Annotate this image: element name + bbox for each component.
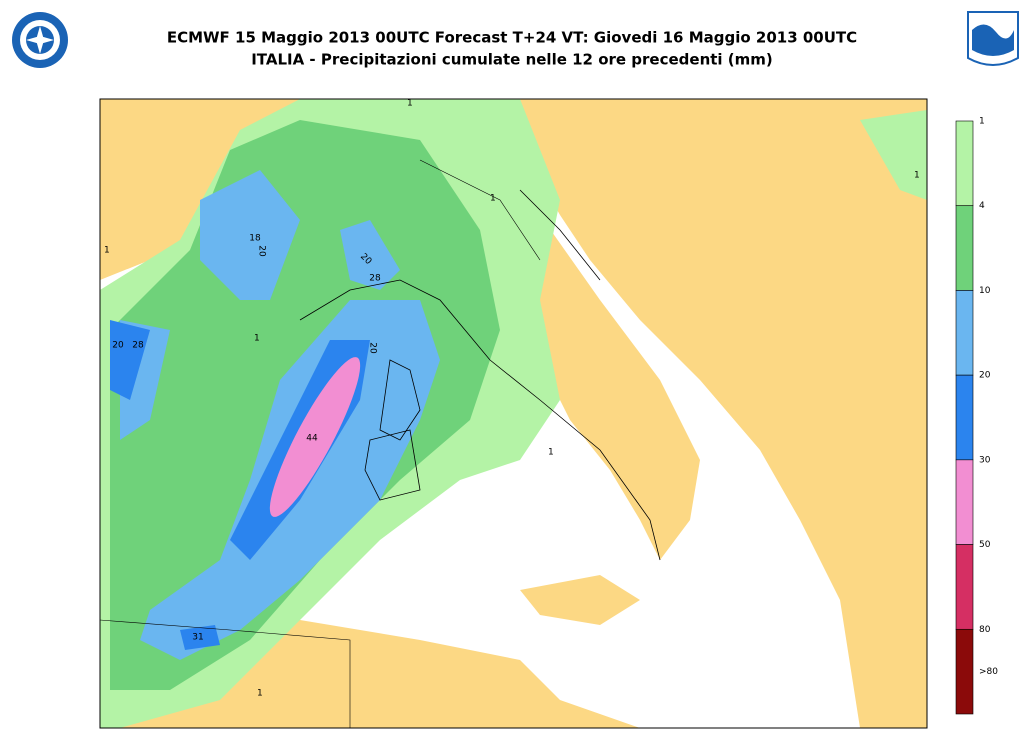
- legend-label: 30: [979, 455, 991, 465]
- legend-label: 50: [979, 540, 991, 550]
- contour-label: 1: [407, 99, 413, 109]
- contour-label: 1: [914, 171, 920, 181]
- legend-label: 10: [979, 286, 991, 296]
- logo-right: [967, 11, 1019, 66]
- legend-label: 80: [979, 625, 991, 635]
- contour-label: 18: [249, 234, 261, 244]
- logo-left: [12, 12, 68, 68]
- contour-label: 1: [490, 194, 496, 204]
- contour-label: 20: [112, 341, 124, 351]
- contour-label: 1: [548, 448, 554, 458]
- contour-label: 44: [306, 434, 318, 444]
- legend-swatch: [955, 120, 974, 207]
- legend-label: 20: [979, 371, 991, 381]
- color-legend: 1 4 10 20 30 50 80 >80: [955, 117, 998, 715]
- contour-label: 1: [104, 246, 110, 256]
- legend-swatch: [955, 205, 974, 291]
- legend-label: 4: [979, 201, 985, 211]
- title-line: ITALIA - Precipitazioni cumulate nelle 1…: [251, 51, 773, 69]
- contour-label: 1: [257, 689, 263, 699]
- contour-label: 28: [132, 341, 144, 351]
- legend-label: 1: [979, 117, 985, 127]
- legend-swatch: [955, 459, 974, 545]
- legend-swatch: [955, 544, 974, 630]
- contour-label: 20: [368, 342, 378, 354]
- contour-labels: 18 20 20 28 20 28 20 44 31 1 1 1 1 1 1 1: [104, 99, 920, 699]
- contour-label: 31: [192, 633, 203, 643]
- legend-swatch: [955, 628, 974, 715]
- contour-label: 20: [257, 245, 267, 257]
- contour-label: 1: [254, 334, 260, 344]
- map: 18 20 20 28 20 28 20 44 31 1 1 1 1 1 1 1: [99, 98, 928, 729]
- title-line: ECMWF 15 Maggio 2013 00UTC Forecast T+24…: [167, 29, 857, 47]
- contour-label: 28: [369, 274, 381, 284]
- legend-label: >80: [979, 667, 998, 677]
- legend-swatch: [955, 290, 974, 376]
- legend-swatch: [955, 374, 974, 461]
